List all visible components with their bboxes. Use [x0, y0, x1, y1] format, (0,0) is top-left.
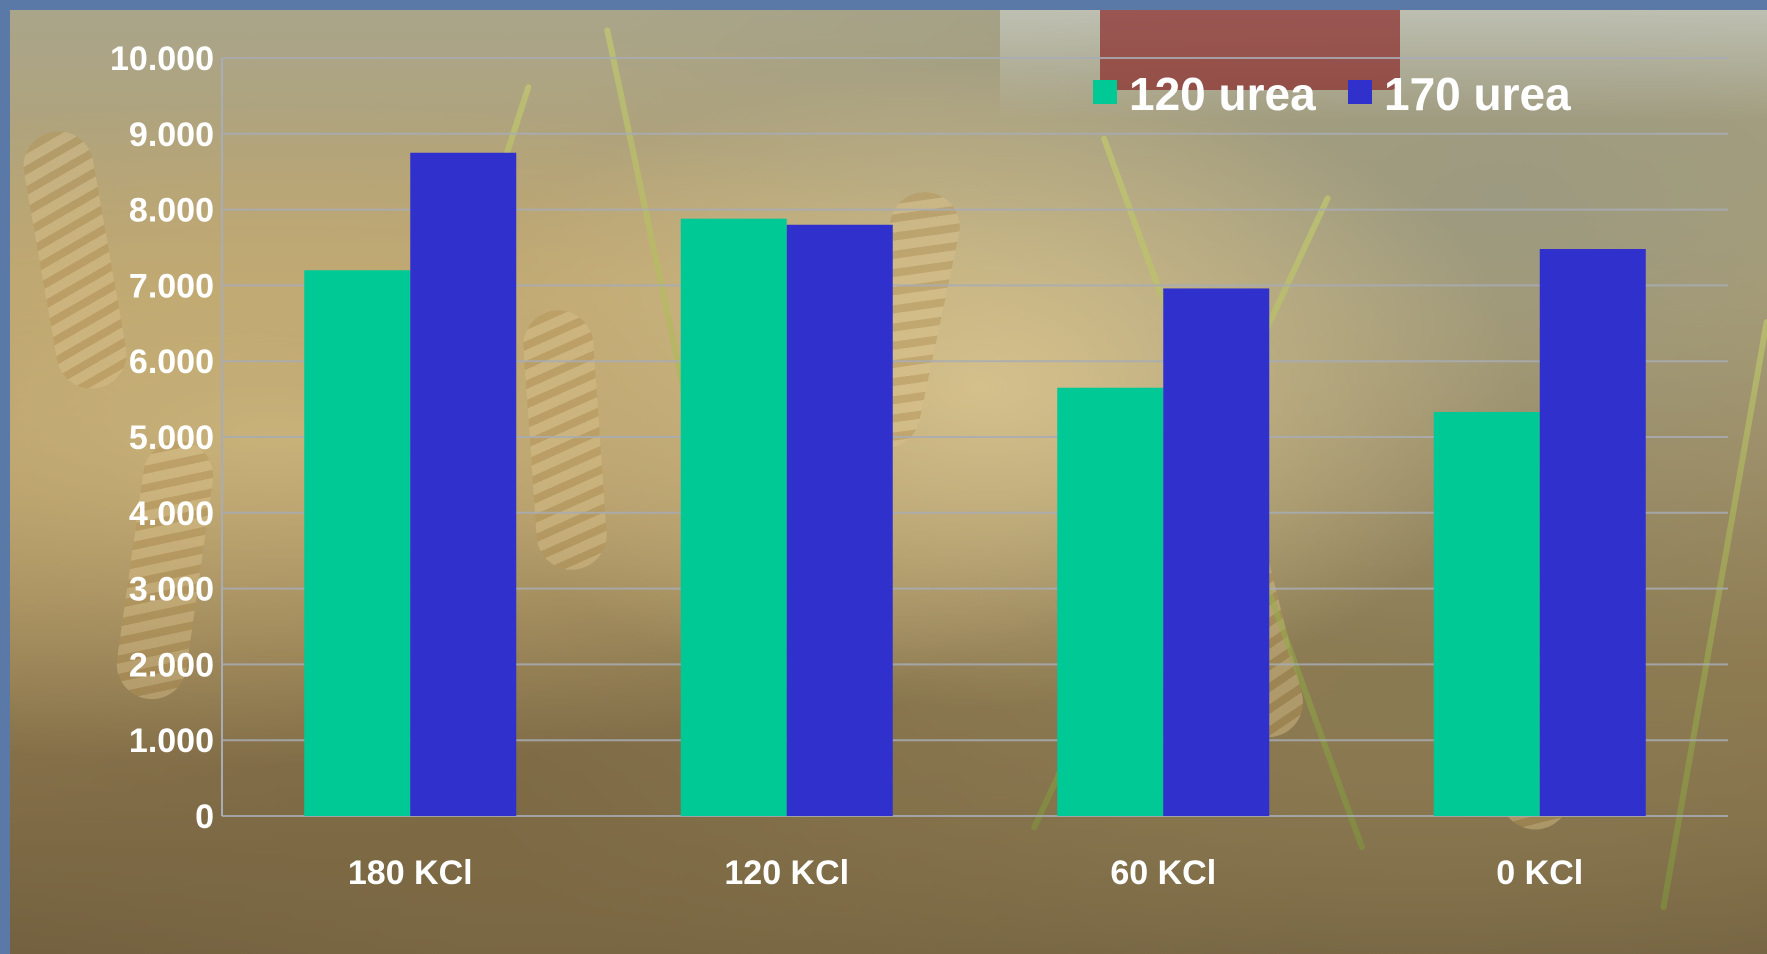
y-tick-label: 3.000 — [129, 571, 214, 609]
bar-170-urea-120-KCl — [786, 224, 893, 816]
tractor-image — [1100, 10, 1400, 90]
y-axis-tick-labels: 0 1.000 2.000 3.000 4.000 5.000 6.000 7.000 8.00… — [110, 40, 214, 836]
x-category-label: 0 KCl — [1496, 854, 1583, 892]
legend-swatch — [1348, 80, 1372, 104]
x-category-label: 120 KCl — [724, 854, 849, 892]
y-tick-label: 10.000 — [110, 40, 214, 78]
y-tick-label: 4.000 — [129, 495, 214, 533]
legend-label: 170 urea — [1384, 68, 1571, 120]
x-category-label: 180 KCl — [348, 854, 473, 892]
y-tick-label: 6.000 — [129, 343, 214, 381]
bar-120-urea-60-KCl — [1057, 387, 1164, 816]
bar-170-urea-180-KCl — [410, 152, 517, 816]
title-band — [0, 0, 1767, 10]
y-tick-label: 2.000 — [129, 646, 214, 684]
bar-120-urea-0-KCl — [1433, 411, 1540, 816]
x-category-label: 60 KCl — [1110, 854, 1216, 892]
y-tick-label: 5.000 — [129, 419, 214, 457]
legend: 120 urea 170 urea — [1093, 68, 1571, 120]
bar-170-urea-60-KCl — [1163, 288, 1270, 816]
y-tick-label: 8.000 — [129, 192, 214, 230]
bar-170-urea-0-KCl — [1539, 249, 1646, 817]
legend-swatch — [1093, 80, 1117, 104]
bars — [304, 152, 1646, 817]
bar-120-urea-120-KCl — [680, 218, 787, 817]
legend-label: 120 urea — [1129, 68, 1316, 120]
bar-120-urea-180-KCl — [304, 270, 411, 816]
y-tick-label: 1.000 — [129, 722, 214, 760]
y-tick-label: 9.000 — [129, 116, 214, 154]
x-axis-category-labels: 180 KCl 120 KCl 60 KCl 0 KCl — [348, 854, 1583, 892]
y-tick-label: 0 — [195, 798, 214, 836]
y-tick-label: 7.000 — [129, 267, 214, 305]
